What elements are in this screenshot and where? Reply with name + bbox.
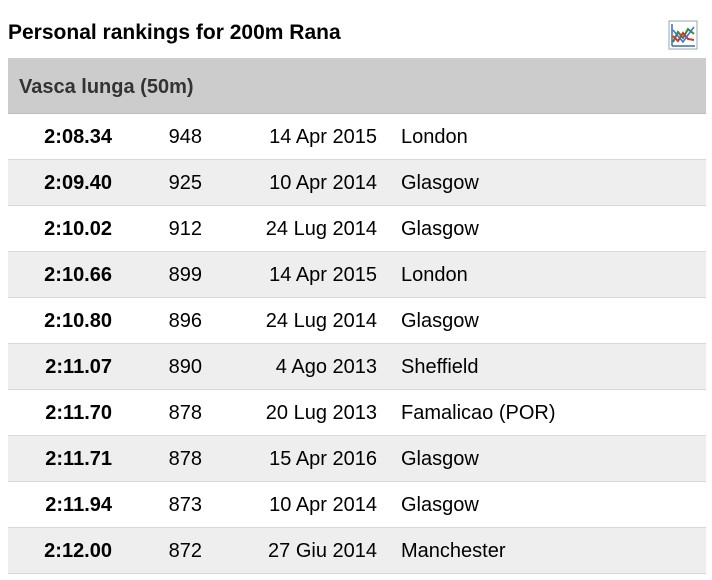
section-label: Vasca lunga (50m)	[19, 76, 194, 98]
title-bar: Personal rankings for 200m Rana	[0, 0, 712, 58]
points-cell: 890	[168, 356, 202, 378]
table-row: 2:11.70 878 20 Lug 2013 Famalicao (POR)	[8, 390, 706, 436]
table-row: 2:09.40 925 10 Apr 2014 Glasgow	[8, 160, 706, 206]
date-cell: 14 Apr 2015	[269, 264, 377, 286]
points-cell: 878	[168, 448, 202, 470]
table-row: 2:10.02 912 24 Lug 2014 Glasgow	[8, 206, 706, 252]
date-cell: 10 Apr 2014	[269, 172, 377, 194]
points-cell: 873	[168, 494, 202, 516]
time-cell: 2:11.94	[45, 494, 112, 516]
city-cell: London	[401, 126, 468, 148]
date-cell: 20 Lug 2013	[265, 402, 377, 424]
points-cell: 925	[168, 172, 202, 194]
date-cell: 24 Lug 2014	[265, 310, 377, 332]
date-cell: 24 Lug 2014	[265, 218, 377, 240]
city-cell: Glasgow	[401, 494, 479, 516]
section-header-long-course: Vasca lunga (50m)	[8, 58, 706, 114]
time-cell: 2:12.00	[44, 540, 112, 562]
line-chart-icon[interactable]	[668, 20, 698, 50]
city-cell: Glasgow	[401, 172, 479, 194]
city-cell: Glasgow	[401, 310, 479, 332]
time-cell: 2:11.70	[45, 402, 112, 424]
table-row: 2:11.07 890 4 Ago 2013 Sheffield	[8, 344, 706, 390]
time-cell: 2:10.02	[44, 218, 112, 240]
city-cell: Glasgow	[401, 448, 479, 470]
date-cell: 27 Giu 2014	[268, 540, 377, 562]
date-cell: 10 Apr 2014	[269, 494, 377, 516]
date-cell: 15 Apr 2016	[269, 448, 377, 470]
table-row: 2:10.80 896 24 Lug 2014 Glasgow	[8, 298, 706, 344]
city-cell: Manchester	[401, 540, 506, 562]
city-cell: London	[401, 264, 468, 286]
city-cell: Glasgow	[401, 218, 479, 240]
date-cell: 4 Ago 2013	[275, 356, 377, 378]
time-cell: 2:10.66	[44, 264, 112, 286]
table-row: 2:10.66 899 14 Apr 2015 London	[8, 252, 706, 298]
time-cell: 2:09.40	[44, 172, 112, 194]
time-cell: 2:11.71	[45, 448, 112, 470]
table-row: 2:08.34 948 14 Apr 2015 London	[8, 114, 706, 160]
points-cell: 896	[168, 310, 202, 332]
city-cell: Sheffield	[401, 356, 479, 378]
rankings-table: 2:08.34 948 14 Apr 2015 London 2:09.40 925 10 …	[8, 114, 706, 574]
page-title: Personal rankings for 200m Rana	[8, 21, 341, 44]
table-row: 2:12.00 872 27 Giu 2014 Manchester	[8, 528, 706, 574]
time-cell: 2:08.34	[44, 126, 112, 148]
city-cell: Famalicao (POR)	[401, 402, 556, 424]
points-cell: 872	[168, 540, 202, 562]
points-cell: 948	[168, 126, 202, 148]
date-cell: 14 Apr 2015	[269, 126, 377, 148]
points-cell: 912	[168, 218, 202, 240]
time-cell: 2:10.80	[44, 310, 112, 332]
time-cell: 2:11.07	[45, 356, 112, 378]
points-cell: 899	[168, 264, 202, 286]
table-row: 2:11.94 873 10 Apr 2014 Glasgow	[8, 482, 706, 528]
points-cell: 878	[168, 402, 202, 424]
table-row: 2:11.71 878 15 Apr 2016 Glasgow	[8, 436, 706, 482]
